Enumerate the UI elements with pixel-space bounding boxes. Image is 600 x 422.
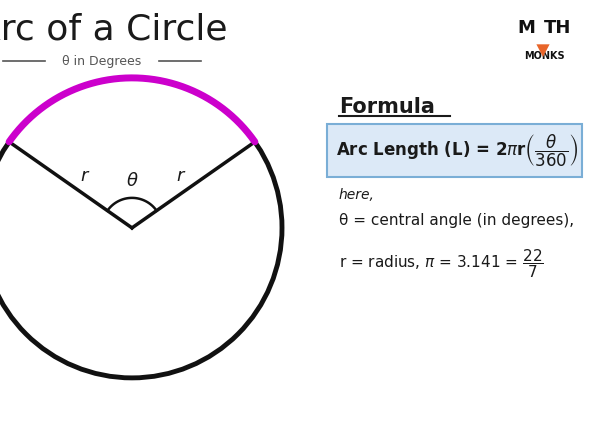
Text: Arc Length (L) = 2$\pi$r$\left(\dfrac{\theta}{360}\right)$: Arc Length (L) = 2$\pi$r$\left(\dfrac{\t… (336, 133, 578, 169)
Text: r = radius, $\pi$ = 3.141 = $\dfrac{22}{7}$: r = radius, $\pi$ = 3.141 = $\dfrac{22}{… (339, 247, 544, 280)
Text: Formula: Formula (339, 97, 435, 117)
Text: here,: here, (339, 188, 375, 202)
Text: θ: θ (127, 172, 137, 190)
Text: MONKS: MONKS (524, 51, 565, 61)
Text: θ = central angle (in degrees),: θ = central angle (in degrees), (339, 213, 574, 228)
FancyBboxPatch shape (327, 124, 582, 177)
Text: r: r (176, 168, 184, 185)
Text: M: M (517, 19, 535, 37)
Text: TH: TH (544, 19, 571, 37)
Polygon shape (536, 44, 550, 57)
Text: θ in Degrees: θ in Degrees (62, 55, 142, 68)
Text: Arc of a Circle: Arc of a Circle (0, 13, 228, 47)
Text: r: r (80, 168, 88, 185)
